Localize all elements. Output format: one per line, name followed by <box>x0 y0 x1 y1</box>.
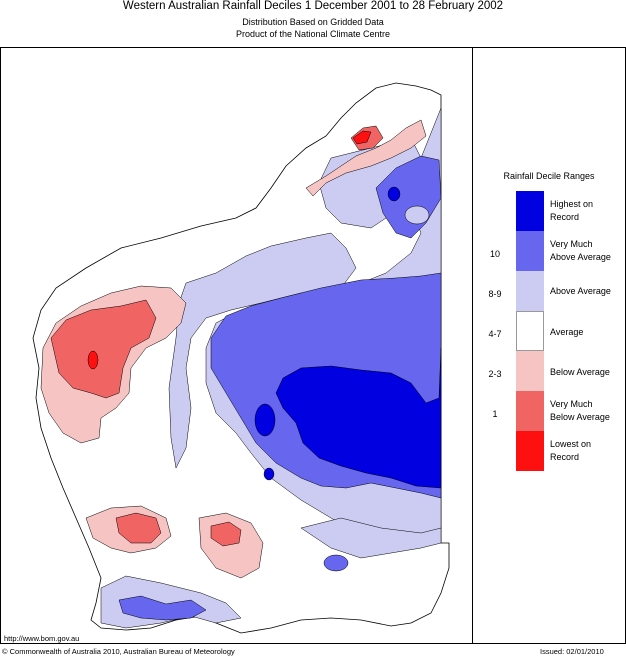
very-much-below-average-region-south <box>115 512 162 544</box>
issued-date: Issued: 02/01/2010 <box>540 647 604 656</box>
highest-on-record-spot-south <box>263 467 275 481</box>
legend-label-highest-on-record: Highest on Record <box>550 199 594 222</box>
source-url: http://www.bom.gov.au <box>4 634 80 643</box>
highest-on-record-spot-west <box>254 403 276 437</box>
average-hole-north <box>404 205 430 225</box>
legend-swatch-very-much-below-average <box>516 391 544 431</box>
legend-range-2-3: 2-3 <box>488 369 502 379</box>
legend-swatch-very-much-above-average <box>516 231 544 271</box>
very-much-above-average-southwest <box>118 595 207 621</box>
legend-swatch-average <box>516 311 544 351</box>
legend-swatch-below-average <box>516 351 544 391</box>
legend-swatch-lowest-on-record <box>516 431 544 471</box>
below-average-region-north <box>305 119 427 197</box>
legend-swatch-above-average <box>516 271 544 311</box>
legend-range-10: 10 <box>489 249 500 259</box>
map-product-line: Product of the National Climate Centre <box>235 29 391 39</box>
legend-label-very-much-below-average: Very Much Below Average <box>550 399 610 422</box>
legend-divider <box>472 47 473 644</box>
legend-range-1: 1 <box>492 409 498 419</box>
legend-title: Rainfall Decile Ranges <box>503 171 595 181</box>
map-title: Western Australian Rainfall Deciles 1 De… <box>122 0 504 12</box>
very-much-below-average-region-west <box>50 299 157 399</box>
legend-swatch-highest-on-record <box>516 191 544 231</box>
lowest-on-record-spot-north <box>352 130 372 145</box>
legend-range-4-7: 4-7 <box>488 329 502 339</box>
very-much-below-average-region-central <box>210 521 242 547</box>
legend-label-very-much-above-average: Very Much Above Average <box>550 239 611 262</box>
copyright-notice: © Commonwealth of Australia 2010, Austra… <box>2 647 235 656</box>
highest-on-record-region <box>275 347 442 489</box>
very-much-above-average-spot-south <box>323 554 349 572</box>
highest-on-record-spot-north <box>387 186 401 202</box>
above-average-patch-southeast <box>300 517 442 559</box>
legend-label-below-average: Below Average <box>550 367 610 377</box>
legend-label-above-average: Above Average <box>550 286 611 296</box>
map-subtitle: Distribution Based on Gridded Data <box>242 17 384 27</box>
legend-label-average: Average <box>550 327 584 337</box>
legend-range-8-9: 8-9 <box>488 289 502 299</box>
lowest-on-record-spot-west <box>87 350 99 370</box>
legend-label-lowest-on-record: Lowest on Record <box>550 439 592 462</box>
rainfall-decile-map <box>32 82 450 634</box>
